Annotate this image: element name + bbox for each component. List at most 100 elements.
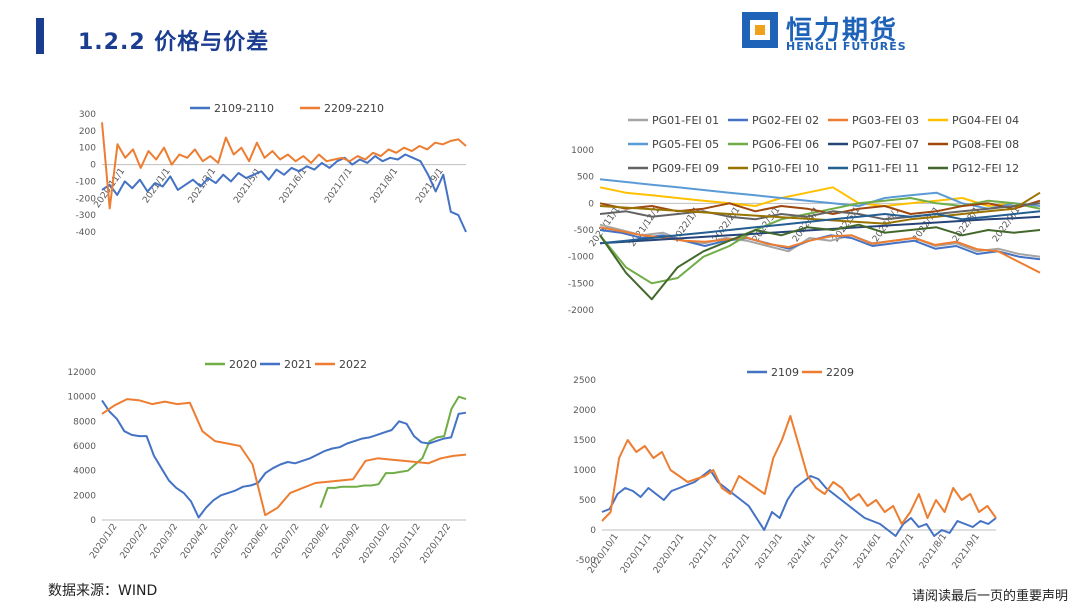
x-tick-label: 2020/2/2 [119,522,150,561]
x-tick-label: 2021/7/1 [885,532,916,571]
company-logo: 恒力期货 HENGLI FUTURES [742,10,912,53]
x-tick-label: 2020/10/2 [358,522,393,565]
y-tick-label: -2000 [568,306,594,316]
y-tick-label: 2000 [73,491,96,501]
y-tick-label: 2000 [573,406,596,416]
y-tick-label: 12000 [67,368,96,378]
x-tick-label: 2020/4/2 [179,522,210,561]
x-tick-label: 2020/9/2 [331,522,362,561]
y-tick-label: -200 [76,194,97,204]
legend-label: PG02-FEI 02 [752,114,819,127]
y-tick-label: 1000 [573,466,596,476]
y-tick-label: 10000 [67,393,96,403]
series-line-2022 [101,398,467,517]
x-tick-label: 2021/7/1 [323,167,354,206]
logo-text-cn: 恒力期货 [786,16,899,46]
x-tick-label: 2020/11/1 [619,532,654,575]
x-tick-label: 2021/9/1 [951,532,982,571]
y-tick-label: 300 [79,110,96,120]
y-tick-label: -1500 [568,279,594,289]
legend-label: PG03-FEI 03 [852,114,919,127]
y-tick-label: 0 [588,199,594,209]
x-tick-label: 2021/3/1 [187,167,218,206]
legend-label: PG01-FEI 01 [652,114,719,127]
y-tick-label: -500 [574,226,595,236]
y-tick-label: 1500 [573,436,596,446]
x-tick-label: 2021/8/1 [918,532,949,571]
legend-label: 2209-2210 [324,102,384,115]
series-line-pg07-fei-07 [599,215,1041,245]
series-line-pg12-fei-12 [599,223,1041,301]
legend-label: PG12-FEI 12 [952,162,1019,175]
x-tick-label: 2021/8/1 [369,167,400,206]
x-tick-label: 2021/4/1 [786,532,817,571]
y-tick-label: 0 [90,516,96,526]
y-tick-label: 2500 [573,376,596,386]
legend-label: 2109-2110 [214,102,274,115]
y-tick-label: -100 [76,177,97,187]
x-tick-label: 2020/11/2 [388,522,423,565]
y-tick-label: -400 [76,228,97,238]
x-tick-label: 2020/7/2 [270,522,301,561]
series-line-2209 [601,415,997,525]
x-tick-label: 2020/10/1 [586,532,621,575]
chart-basis-bottom-right: -500 0 500 1000 1500 2000 2500 2020/10/1 2020/11… [560,350,1010,575]
title-accent-bar [36,18,44,54]
y-tick-label: 0 [590,526,596,536]
x-tick-label: 2021/6/1 [278,167,309,206]
series-line-pg10-fei-10 [599,191,1041,225]
legend-label: PG06-FEI 06 [752,138,819,151]
x-tick-label: 2021/9/1 [414,167,445,206]
legend-label: 2021 [284,358,312,371]
legend-label: PG09-FEI 09 [652,162,719,175]
x-tick-label: 2021/1/1 [688,532,719,571]
chart-spread-top-right: -2000 -1500 -1000 -500 0 500 1000 2021/11/1 2021… [560,100,1060,330]
y-tick-label: -300 [76,211,97,221]
logo-text-en: HENGLI FUTURES [786,40,907,53]
series-line-2209-2210 [101,122,467,210]
x-tick-label: 2020/6/2 [240,522,271,561]
x-tick-label: 2020/8/2 [301,522,332,561]
data-source: 数据来源：WIND [48,583,158,599]
y-tick-label: 500 [577,173,594,183]
page-title: 1.2.2 价格与价差 [78,30,270,55]
legend-label: 2109 [771,366,799,379]
y-tick-label: 100 [79,144,96,154]
series-line-2109-2110 [101,153,467,233]
x-tick-label: 2020/12/1 [652,532,687,575]
y-tick-label: 200 [79,127,96,137]
chart-spread-top-left: -400 -300 -200 -100 0 100 200 300 2020/11/1 2021/… [60,92,480,252]
legend-label: PG08-FEI 08 [952,138,1019,151]
x-tick-label: 2021/5/1 [819,532,850,571]
y-tick-label: -500 [576,556,597,566]
series-line-2020 [319,395,467,509]
x-tick-label: 2020/5/2 [210,522,241,561]
legend-label: PG11-FEI 11 [852,162,919,175]
chart-price-bottom-left: 0 2000 4000 6000 8000 10000 12000 2020/1/2 2020/… [60,350,480,565]
y-tick-label: 4000 [73,467,96,477]
y-tick-label: 6000 [73,442,96,452]
y-tick-label: 1000 [571,146,594,156]
logo-mark-icon [742,12,778,48]
x-tick-label: 2021/2/1 [721,532,752,571]
series-line-pg11-fei-11 [599,210,1041,245]
y-tick-label: 500 [579,496,596,506]
legend-label: 2022 [339,358,367,371]
x-tick-label: 2021/1/1 [141,167,172,206]
x-tick-label: 2021/3/1 [754,532,785,571]
legend-label: 2020 [229,358,257,371]
legend-label: 2209 [826,366,854,379]
y-tick-label: 8000 [73,417,96,427]
x-tick-label: 2020/12/2 [419,522,454,565]
legend-label: PG05-FEI 05 [652,138,719,151]
series-line-pg09-fei-09 [599,202,1041,221]
y-tick-label: -1000 [568,253,594,263]
x-tick-label: 2020/1/2 [88,522,119,561]
legend-label: PG07-FEI 07 [852,138,919,151]
series-line-2109 [601,469,997,537]
x-tick-label: 2021/6/1 [852,532,883,571]
series-line-pg04-fei-04 [599,186,1041,210]
legend-label: PG10-FEI 10 [752,162,819,175]
series-line-2021 [101,399,467,519]
legend-label: PG04-FEI 04 [952,114,1019,127]
